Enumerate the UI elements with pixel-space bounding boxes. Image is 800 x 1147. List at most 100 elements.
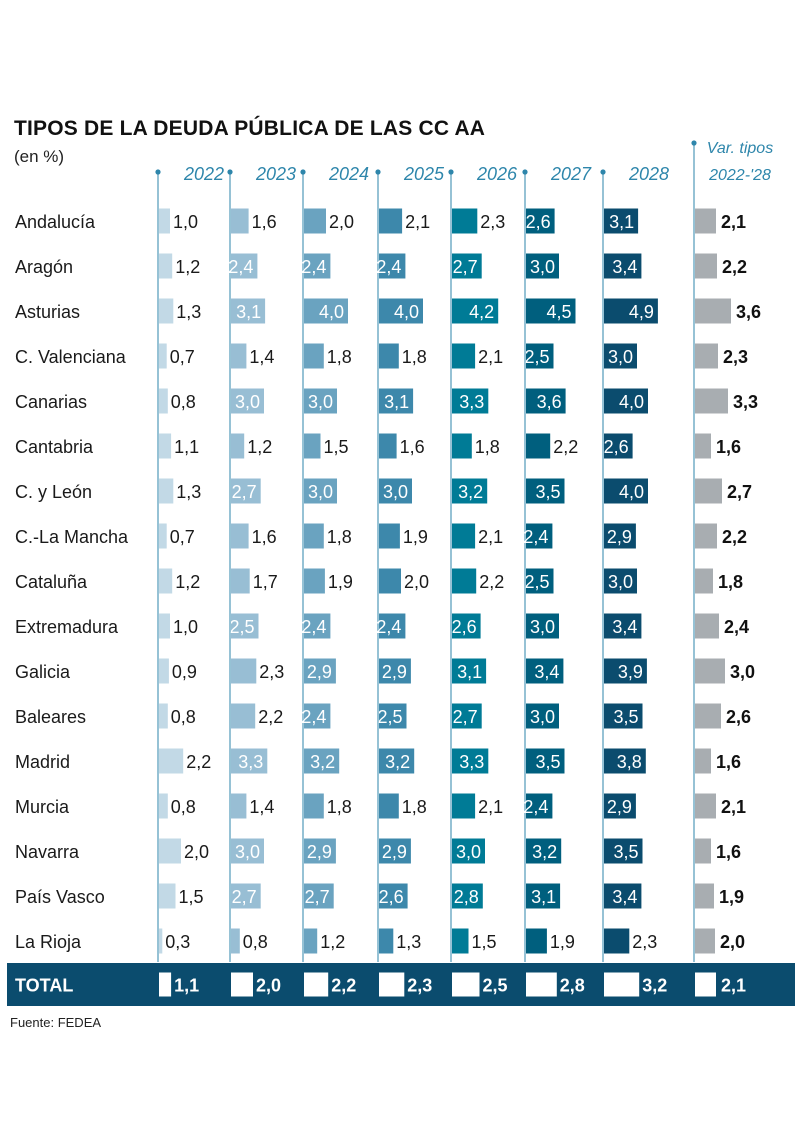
value-label: 3,4 — [612, 887, 637, 907]
value-label: 4,2 — [469, 302, 494, 322]
var-bar — [695, 523, 717, 549]
column-guide-dot — [300, 169, 306, 175]
bar-2026 — [452, 613, 481, 639]
bar-2022 — [159, 433, 172, 459]
var-header-label: Var. tipos — [707, 140, 773, 157]
bar-2023 — [231, 253, 258, 279]
bar-2022 — [159, 343, 167, 369]
value-label: 2,4 — [301, 257, 326, 277]
total-bar-2022 — [159, 972, 172, 997]
value-label: 3,1 — [531, 887, 556, 907]
value-label: 1,7 — [253, 572, 278, 592]
bar-2027 — [526, 613, 559, 639]
value-label: 2,1 — [478, 797, 503, 817]
bar-2022 — [159, 253, 173, 279]
bar-2023 — [231, 523, 249, 549]
value-label: 1,5 — [324, 437, 349, 457]
var-bar — [695, 208, 716, 234]
bar-2027 — [526, 838, 562, 864]
value-label: 2,4 — [228, 257, 253, 277]
region-label: C. Valenciana — [15, 347, 127, 367]
chart-subtitle: (en %) — [14, 147, 65, 166]
bar-2022 — [159, 478, 174, 504]
bar-2027 — [526, 568, 554, 594]
bar-2026 — [452, 253, 482, 279]
year-label-2027: 2027 — [550, 164, 592, 184]
value-label: 2,9 — [307, 662, 332, 682]
bar-2027 — [526, 388, 566, 414]
bar-2024 — [304, 253, 331, 279]
value-label: 2,1 — [478, 347, 503, 367]
bar-2028 — [604, 613, 642, 639]
var-bar — [695, 478, 722, 504]
bar-2024 — [304, 703, 331, 729]
bar-2023 — [231, 793, 247, 819]
bar-2025 — [379, 703, 407, 729]
value-label: 2,0 — [329, 212, 354, 232]
bar-2024 — [304, 208, 326, 234]
var-value-label: 2,4 — [724, 617, 749, 637]
bar-2023 — [231, 703, 256, 729]
bar-2024 — [304, 478, 337, 504]
region-label: Andalucía — [15, 212, 96, 232]
value-label: 3,1 — [609, 212, 634, 232]
value-label: 2,2 — [186, 752, 211, 772]
value-label: 2,2 — [479, 572, 504, 592]
total-value-label: 2,5 — [483, 976, 508, 996]
region-label: Navarra — [15, 842, 80, 862]
var-bar — [695, 388, 728, 414]
total-var-value-label: 2,1 — [721, 976, 746, 996]
value-label: 4,0 — [619, 392, 644, 412]
region-label: Extremadura — [15, 617, 119, 637]
var-value-label: 2,0 — [720, 932, 745, 952]
value-label: 3,0 — [308, 392, 333, 412]
var-bar — [695, 793, 716, 819]
value-label: 3,0 — [530, 617, 555, 637]
value-label: 2,7 — [232, 887, 257, 907]
bar-2022 — [159, 793, 168, 819]
region-label: Cataluña — [15, 572, 88, 592]
value-label: 2,4 — [376, 617, 401, 637]
var-bar — [695, 613, 719, 639]
bar-2028 — [604, 208, 639, 234]
bar-2025 — [379, 928, 394, 954]
value-label: 2,4 — [523, 527, 548, 547]
year-label-2024: 2024 — [328, 164, 369, 184]
region-label: Cantabria — [15, 437, 94, 457]
total-value-label: 2,2 — [331, 976, 356, 996]
var-value-label: 2,6 — [726, 707, 751, 727]
value-label: 3,4 — [612, 257, 637, 277]
value-label: 1,8 — [402, 347, 427, 367]
value-label: 2,8 — [454, 887, 479, 907]
value-label: 1,9 — [328, 572, 353, 592]
value-label: 0,7 — [170, 527, 195, 547]
value-label: 2,6 — [526, 212, 551, 232]
bar-2026 — [452, 298, 499, 324]
bar-2024 — [304, 883, 334, 909]
bar-2025 — [379, 478, 412, 504]
bar-2026 — [452, 388, 489, 414]
value-label: 2,5 — [524, 572, 549, 592]
region-label: Murcia — [15, 797, 70, 817]
bar-2023 — [231, 208, 249, 234]
value-label: 3,2 — [310, 752, 335, 772]
bar-2023 — [231, 658, 257, 684]
bar-2024 — [304, 748, 340, 774]
bar-2027 — [526, 343, 554, 369]
bar-2024 — [304, 523, 324, 549]
bar-2028 — [604, 658, 647, 684]
bar-2022 — [159, 928, 163, 954]
value-label: 4,0 — [394, 302, 419, 322]
value-label: 2,0 — [184, 842, 209, 862]
value-label: 2,9 — [382, 662, 407, 682]
column-guide-dot — [227, 169, 233, 175]
bar-2027 — [526, 208, 555, 234]
var-bar — [695, 298, 731, 324]
value-label: 1,8 — [475, 437, 500, 457]
value-label: 0,8 — [243, 932, 268, 952]
value-label: 1,8 — [327, 347, 352, 367]
bar-2028 — [604, 523, 636, 549]
bar-2025 — [379, 523, 400, 549]
value-label: 0,3 — [165, 932, 190, 952]
bar-2022 — [159, 208, 170, 234]
